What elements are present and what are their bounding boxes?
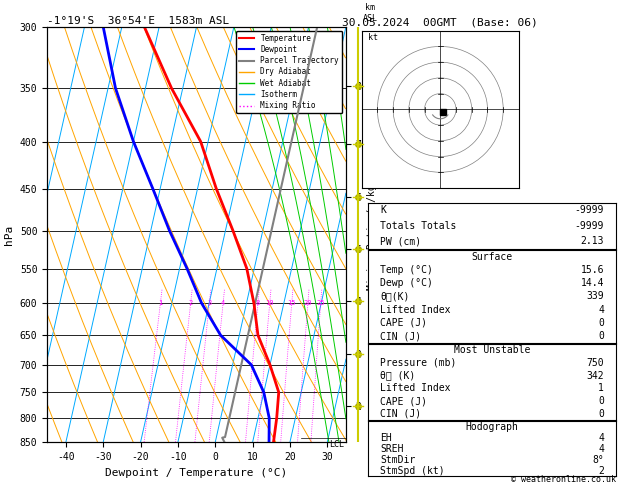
Text: 2: 2	[189, 300, 192, 306]
Text: θᴇ(K): θᴇ(K)	[381, 292, 409, 301]
Text: 25: 25	[316, 300, 325, 306]
Text: Most Unstable: Most Unstable	[454, 345, 530, 355]
Text: Hodograph: Hodograph	[465, 422, 519, 432]
X-axis label: Dewpoint / Temperature (°C): Dewpoint / Temperature (°C)	[106, 468, 287, 478]
Text: CIN (J): CIN (J)	[381, 409, 421, 419]
Text: 30.05.2024  00GMT  (Base: 06): 30.05.2024 00GMT (Base: 06)	[342, 17, 538, 27]
Text: Dewp (°C): Dewp (°C)	[381, 278, 433, 288]
Text: 4: 4	[598, 433, 604, 443]
Text: 8°: 8°	[593, 455, 604, 465]
Text: θᴇ (K): θᴇ (K)	[381, 371, 416, 381]
Text: -9999: -9999	[575, 221, 604, 231]
Text: 0: 0	[598, 318, 604, 328]
Text: 0: 0	[598, 396, 604, 406]
Text: 4: 4	[221, 300, 225, 306]
Text: LCL: LCL	[329, 440, 344, 449]
Legend: Temperature, Dewpoint, Parcel Trajectory, Dry Adiabat, Wet Adiabat, Isotherm, Mi: Temperature, Dewpoint, Parcel Trajectory…	[236, 31, 342, 113]
Text: 15.6: 15.6	[581, 265, 604, 275]
Text: 339: 339	[586, 292, 604, 301]
Y-axis label: hPa: hPa	[4, 225, 14, 244]
Text: 4: 4	[598, 444, 604, 454]
Text: PW (cm): PW (cm)	[381, 236, 421, 246]
Text: 750: 750	[586, 358, 604, 368]
Text: 0: 0	[598, 409, 604, 419]
Text: Surface: Surface	[472, 252, 513, 262]
Text: kt: kt	[368, 33, 378, 42]
Text: Lifted Index: Lifted Index	[381, 383, 451, 393]
Text: StmSpd (kt): StmSpd (kt)	[381, 466, 445, 476]
Text: CIN (J): CIN (J)	[381, 331, 421, 341]
Text: Pressure (mb): Pressure (mb)	[381, 358, 457, 368]
Text: 1: 1	[598, 383, 604, 393]
Text: StmDir: StmDir	[381, 455, 416, 465]
Text: 14.4: 14.4	[581, 278, 604, 288]
Text: Lifted Index: Lifted Index	[381, 305, 451, 314]
Text: EH: EH	[381, 433, 392, 443]
Text: CAPE (J): CAPE (J)	[381, 318, 427, 328]
Text: 342: 342	[586, 371, 604, 381]
Text: km
ASL: km ASL	[362, 3, 377, 22]
Text: 20: 20	[304, 300, 312, 306]
Text: Temp (°C): Temp (°C)	[381, 265, 433, 275]
Text: 10: 10	[265, 300, 274, 306]
Text: 0: 0	[598, 331, 604, 341]
Text: K: K	[381, 206, 386, 215]
Text: 3: 3	[207, 300, 211, 306]
Text: 8: 8	[256, 300, 260, 306]
Text: 4: 4	[598, 305, 604, 314]
Text: © weatheronline.co.uk: © weatheronline.co.uk	[511, 474, 616, 484]
Text: -9999: -9999	[575, 206, 604, 215]
Text: 2.13: 2.13	[581, 236, 604, 246]
Text: SREH: SREH	[381, 444, 404, 454]
Text: 15: 15	[287, 300, 296, 306]
Text: 2: 2	[598, 466, 604, 476]
Text: 1: 1	[159, 300, 162, 306]
Text: CAPE (J): CAPE (J)	[381, 396, 427, 406]
Y-axis label: Mixing Ratio (g/kg): Mixing Ratio (g/kg)	[367, 179, 377, 290]
Text: -1°19'S  36°54'E  1583m ASL: -1°19'S 36°54'E 1583m ASL	[47, 16, 230, 26]
Text: Totals Totals: Totals Totals	[381, 221, 457, 231]
